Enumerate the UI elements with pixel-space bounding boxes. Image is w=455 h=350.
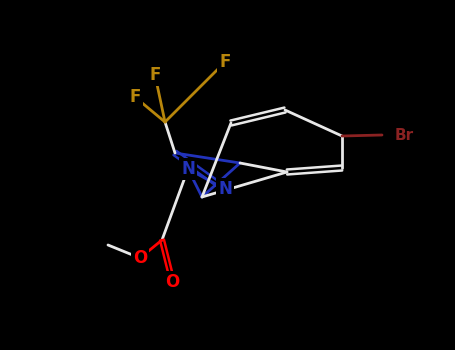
Text: O: O — [165, 273, 179, 291]
Text: F: F — [149, 66, 161, 84]
Text: F: F — [129, 88, 141, 106]
Text: Br: Br — [395, 127, 414, 142]
Text: N: N — [181, 160, 195, 178]
Text: O: O — [133, 249, 147, 267]
Text: F: F — [219, 53, 231, 71]
Text: N: N — [218, 180, 232, 198]
